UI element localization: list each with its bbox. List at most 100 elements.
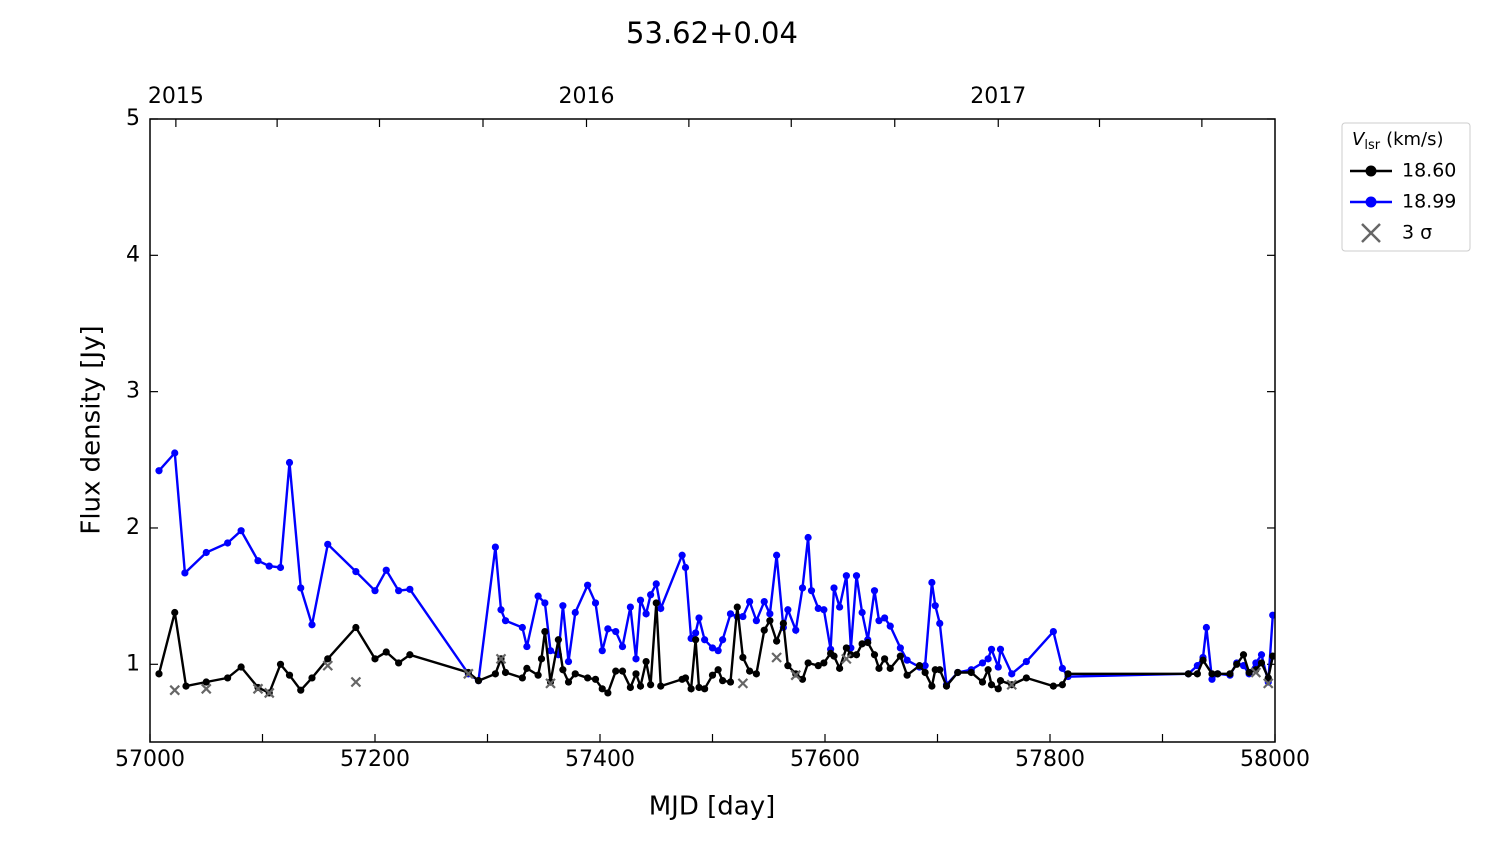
- data-point: [626, 683, 634, 692]
- data-point: [931, 602, 939, 610]
- x2-tick-label: 2017: [970, 84, 1026, 109]
- data-point: [612, 667, 620, 675]
- legend-title-unit: (km/s): [1386, 129, 1443, 150]
- data-point: [395, 659, 403, 667]
- data-point: [760, 626, 768, 634]
- data-point: [285, 671, 294, 679]
- cross-stroke: [841, 653, 852, 665]
- data-point: [497, 606, 505, 614]
- data-point: [537, 655, 546, 663]
- data-point: [714, 666, 722, 674]
- data-point: [406, 585, 414, 593]
- data-point: [1269, 611, 1275, 619]
- cross-stroke: [200, 683, 212, 695]
- data-point: [870, 587, 879, 595]
- data-point: [903, 671, 911, 679]
- data-point: [501, 617, 510, 625]
- cross-stroke: [737, 678, 749, 689]
- x-tick-label: 57400: [565, 747, 635, 772]
- legend-cross: [1361, 223, 1381, 243]
- legend-label: 3 σ: [1402, 222, 1432, 244]
- data-point: [687, 685, 695, 693]
- data-point: [746, 597, 754, 606]
- data-point: [875, 617, 883, 625]
- data-point: [984, 655, 992, 663]
- data-point: [202, 548, 210, 557]
- data-point: [752, 670, 760, 678]
- data-point: [733, 603, 741, 611]
- data-point: [773, 551, 781, 559]
- data-point: [612, 627, 620, 636]
- data-point: [1049, 627, 1057, 636]
- data-point: [642, 657, 650, 666]
- data-point: [726, 610, 735, 618]
- data-point: [921, 668, 929, 677]
- data-point: [719, 677, 727, 685]
- data-point: [936, 666, 944, 674]
- cross-stroke: [252, 683, 264, 695]
- data-point: [297, 584, 305, 592]
- cross-marker: [737, 678, 749, 689]
- chart-title: 53.62+0.04: [626, 16, 798, 50]
- data-point: [858, 640, 866, 648]
- data-point: [224, 674, 232, 682]
- data-point: [395, 587, 403, 595]
- data-point: [1193, 670, 1201, 678]
- data-point: [224, 539, 232, 547]
- data-point: [523, 664, 531, 672]
- data-point: [523, 642, 531, 651]
- cross-stroke: [495, 653, 507, 665]
- y-tick-label: 5: [126, 106, 140, 131]
- cross-stroke: [322, 660, 334, 671]
- data-point: [1049, 682, 1057, 690]
- data-point: [807, 587, 816, 595]
- cross-marker: [169, 684, 181, 696]
- data-point: [564, 678, 573, 686]
- cross-marker: [771, 652, 782, 663]
- data-point: [726, 678, 735, 686]
- data-point: [546, 647, 555, 655]
- data-point: [406, 651, 414, 659]
- data-point: [285, 458, 294, 467]
- data-point: [1058, 681, 1066, 689]
- cross-marker: [263, 687, 275, 699]
- x-tick-label: 57600: [790, 747, 860, 772]
- data-point: [598, 685, 606, 693]
- data-point: [928, 578, 936, 587]
- legend-label: 18.99: [1402, 191, 1456, 213]
- data-point: [308, 621, 316, 629]
- data-point: [1208, 670, 1216, 678]
- data-point: [182, 682, 190, 690]
- data-point: [695, 683, 703, 692]
- data-point: [202, 678, 210, 686]
- data-point: [534, 592, 542, 600]
- y-axis-label: Flux density [Jy]: [77, 325, 107, 534]
- data-point: [1202, 623, 1210, 632]
- data-point: [752, 617, 760, 625]
- data-point: [773, 637, 781, 645]
- data-point: [1264, 674, 1272, 682]
- data-point: [1184, 670, 1192, 678]
- data-point: [554, 636, 562, 644]
- data-point: [371, 587, 379, 595]
- data-point: [591, 599, 600, 607]
- legend-marker: [1365, 165, 1377, 177]
- data-point: [652, 580, 660, 588]
- data-point: [382, 566, 390, 574]
- data-point: [967, 668, 975, 677]
- cross-stroke: [545, 678, 556, 689]
- data-point: [352, 567, 360, 576]
- data-point: [678, 551, 686, 559]
- data-point: [647, 681, 655, 689]
- data-point: [324, 655, 332, 663]
- data-point: [830, 584, 838, 592]
- legend-marker: [1365, 196, 1377, 208]
- data-point: [798, 584, 807, 592]
- data-point: [942, 682, 951, 690]
- data-point: [642, 610, 650, 618]
- y-tick-label: 4: [126, 242, 140, 267]
- data-point: [784, 606, 792, 614]
- data-point: [1257, 659, 1266, 667]
- data-point: [647, 591, 655, 599]
- data-point: [886, 664, 894, 672]
